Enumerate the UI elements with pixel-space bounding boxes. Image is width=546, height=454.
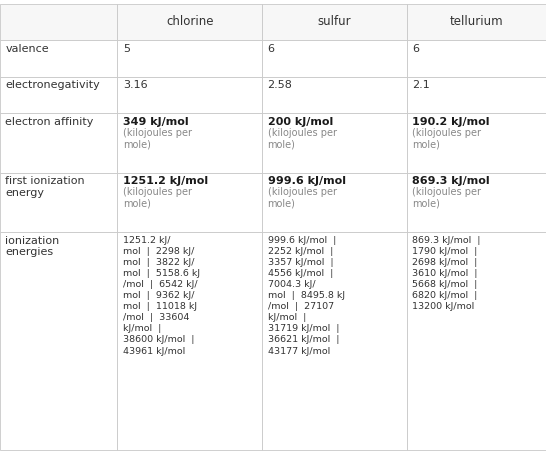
Bar — [407, 40, 546, 77]
Text: electronegativity: electronegativity — [5, 80, 100, 90]
Bar — [117, 232, 262, 450]
Bar — [262, 173, 407, 232]
Text: valence: valence — [5, 44, 49, 54]
Bar — [262, 232, 407, 450]
Bar — [262, 40, 407, 77]
Bar — [262, 114, 407, 173]
Text: 999.6 kJ/mol: 999.6 kJ/mol — [268, 176, 346, 186]
Text: (kilojoules per
mole): (kilojoules per mole) — [412, 187, 481, 209]
Text: 349 kJ/mol: 349 kJ/mol — [123, 117, 188, 127]
Text: 6: 6 — [412, 44, 419, 54]
Text: (kilojoules per
mole): (kilojoules per mole) — [268, 187, 336, 209]
Text: 1251.2 kJ/
mol  |  2298 kJ/
mol  |  3822 kJ/
mol  |  5158.6 kJ
/mol  |  6542 kJ/: 1251.2 kJ/ mol | 2298 kJ/ mol | 3822 kJ/… — [123, 236, 200, 355]
Bar — [407, 4, 546, 40]
Text: (kilojoules per
mole): (kilojoules per mole) — [412, 128, 481, 149]
Bar — [407, 232, 546, 450]
Text: ionization
energies: ionization energies — [5, 236, 60, 257]
Text: 2.58: 2.58 — [268, 80, 293, 90]
Bar — [407, 114, 546, 173]
Text: 6: 6 — [268, 44, 275, 54]
Text: 190.2 kJ/mol: 190.2 kJ/mol — [412, 117, 490, 127]
Bar — [0, 232, 117, 450]
Text: 869.3 kJ/mol  |
1790 kJ/mol  |
2698 kJ/mol  |
3610 kJ/mol  |
5668 kJ/mol  |
6820: 869.3 kJ/mol | 1790 kJ/mol | 2698 kJ/mol… — [412, 236, 480, 311]
Bar — [262, 77, 407, 114]
Bar — [407, 173, 546, 232]
Text: (kilojoules per
mole): (kilojoules per mole) — [268, 128, 336, 149]
Bar — [117, 40, 262, 77]
Bar — [0, 40, 117, 77]
Text: tellurium: tellurium — [449, 15, 503, 29]
Text: 3.16: 3.16 — [123, 80, 147, 90]
Bar — [117, 173, 262, 232]
Bar — [407, 77, 546, 114]
Bar — [0, 77, 117, 114]
Bar — [117, 4, 262, 40]
Bar — [0, 4, 117, 40]
Bar — [117, 114, 262, 173]
Text: first ionization
energy: first ionization energy — [5, 176, 85, 198]
Text: 869.3 kJ/mol: 869.3 kJ/mol — [412, 176, 490, 186]
Text: 200 kJ/mol: 200 kJ/mol — [268, 117, 333, 127]
Bar — [117, 77, 262, 114]
Text: (kilojoules per
mole): (kilojoules per mole) — [123, 128, 192, 149]
Bar — [262, 4, 407, 40]
Text: chlorine: chlorine — [166, 15, 213, 29]
Text: 999.6 kJ/mol  |
2252 kJ/mol  |
3357 kJ/mol  |
4556 kJ/mol  |
7004.3 kJ/
mol  |  : 999.6 kJ/mol | 2252 kJ/mol | 3357 kJ/mol… — [268, 236, 345, 355]
Text: 1251.2 kJ/mol: 1251.2 kJ/mol — [123, 176, 208, 186]
Bar — [0, 114, 117, 173]
Text: (kilojoules per
mole): (kilojoules per mole) — [123, 187, 192, 209]
Text: 5: 5 — [123, 44, 130, 54]
Text: sulfur: sulfur — [318, 15, 351, 29]
Text: electron affinity: electron affinity — [5, 117, 94, 127]
Bar — [0, 173, 117, 232]
Text: 2.1: 2.1 — [412, 80, 430, 90]
